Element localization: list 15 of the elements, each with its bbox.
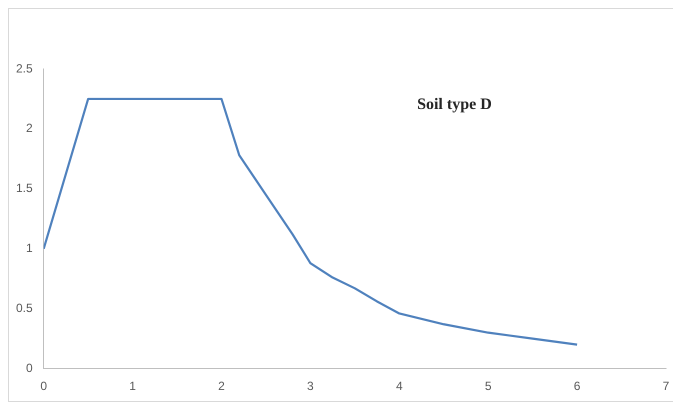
x-tick-label: 4 xyxy=(396,379,403,394)
x-tick-label: 1 xyxy=(129,379,136,394)
y-tick-label: 0 xyxy=(26,360,33,375)
x-tick-label: 0 xyxy=(40,379,48,394)
x-tick-label: 7 xyxy=(662,379,670,394)
x-tick-label: 5 xyxy=(484,379,492,394)
y-tick-label: 1.5 xyxy=(16,181,33,196)
y-tick-label: 1 xyxy=(26,241,33,256)
y-tick-label: 2.5 xyxy=(16,61,33,76)
annotation: Soil type D xyxy=(417,96,492,113)
x-tick-label: 3 xyxy=(307,379,314,394)
x-tick-label: 2 xyxy=(218,379,226,394)
x-tick-label: 6 xyxy=(574,379,581,394)
y-tick-label: 0.5 xyxy=(16,300,33,315)
y-tick-label: 2 xyxy=(26,121,33,136)
